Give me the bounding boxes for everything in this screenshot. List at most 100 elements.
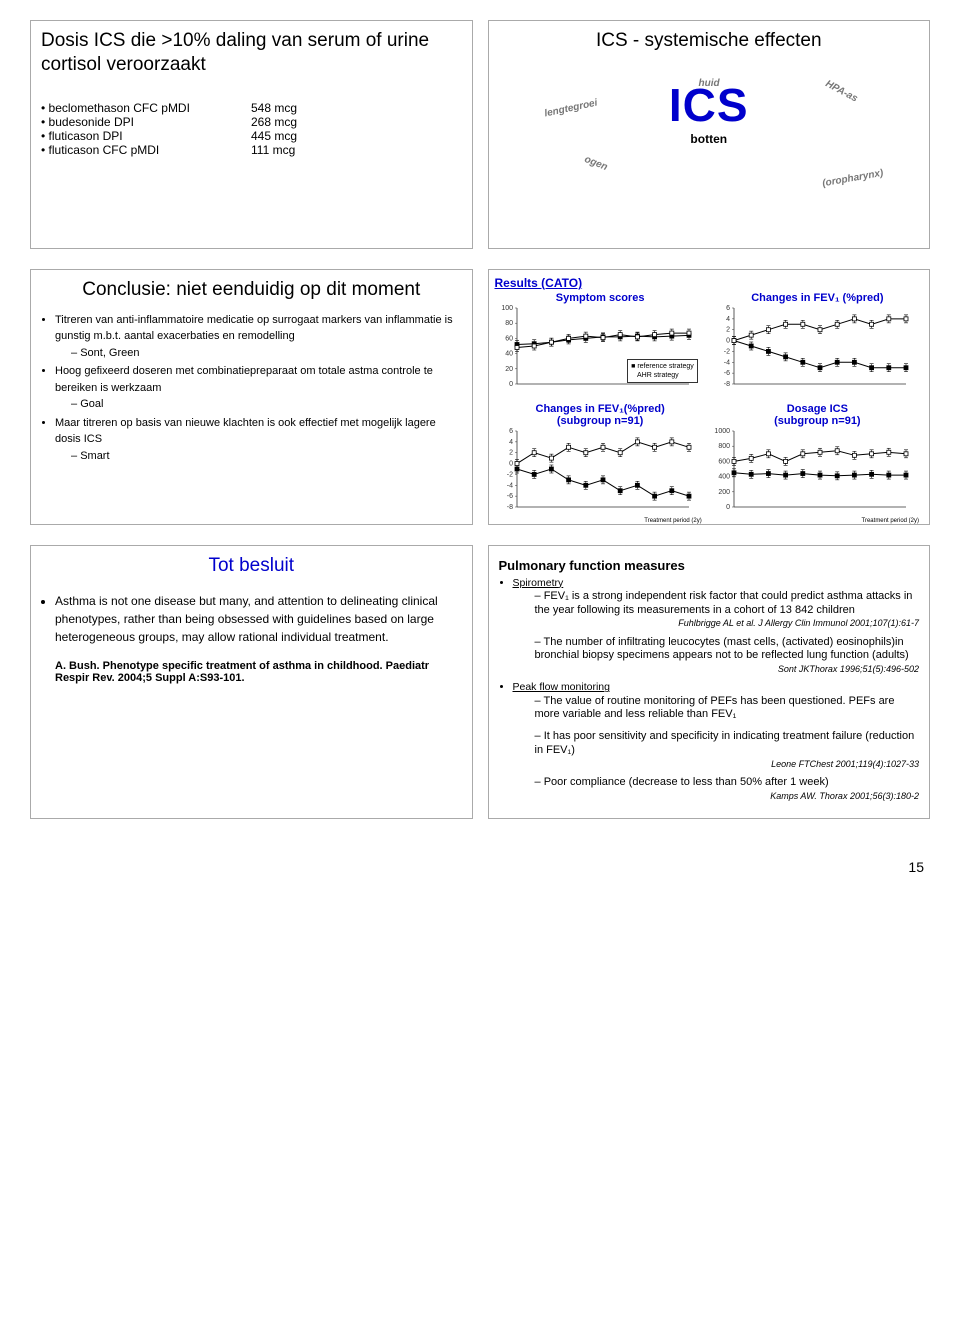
s3-b2-t: Maar titreren op basis van nieuwe klacht… [55,417,436,446]
chart3-title: Changes in FEV₁(%pred) (subgroup n=91) [495,403,706,427]
chart4-xlabel: Treatment period (2y) [862,518,919,524]
slide5-title: Tot besluit [41,554,462,578]
spiro-head: Spirometry FEV₁ is a strong independent … [513,577,920,676]
svg-text:80: 80 [505,320,513,327]
spiro-0: FEV₁ is a strong independent risk factor… [535,590,920,630]
svg-text:1000: 1000 [714,428,730,435]
svg-text:-6: -6 [506,493,512,500]
row2-v: 445 mcg [251,129,297,143]
svg-text:0: 0 [509,381,513,388]
ics-diagram: lengtegroei huid HPA-as ogen (oropharynx… [499,78,920,238]
svg-text:40: 40 [505,350,513,357]
legend-ahr: AHR strategy [637,372,679,379]
s3-b0-t: Titreren van anti-inflammatoire medicati… [55,314,453,343]
slide5-ref: A. Bush. Phenotype specific treatment of… [55,660,462,684]
botten-label: botten [499,132,920,146]
s3-b1-t: Hoog gefixeerd doseren met combinatiepre… [55,365,433,394]
chart3-xlabel: Treatment period (2y) [644,518,701,524]
slide2-title: ICS - systemische effecten [499,29,920,53]
slide-tot-besluit: Tot besluit Asthma is not one disease bu… [30,545,473,819]
svg-text:-2: -2 [506,471,512,478]
slide-ics-effecten: ICS - systemische effecten lengtegroei h… [488,20,931,249]
spiro-label: Spirometry [513,577,564,589]
peak-1-t: It has poor sensitivity and specificity … [535,730,915,756]
spiro-1: The number of infiltrating leucocytes (m… [535,636,920,676]
slide1-table: • beclomethason CFC pMDI548 mcg • budeso… [41,101,462,157]
svg-text:6: 6 [509,428,513,435]
slide-pulmonary: Pulmonary function measures Spirometry F… [488,545,931,819]
svg-text:-6: -6 [724,370,730,377]
slide-results-cato: Results (CATO) Symptom scores 0204060801… [488,269,931,525]
peak-1-r: Leone FTChest 2001;119(4):1027-33 [535,759,920,770]
row1-v: 268 mcg [251,115,297,129]
svg-text:2: 2 [509,449,513,456]
row0-k: beclomethason CFC pMDI [49,101,190,115]
legend-ref: reference strategy [637,363,693,370]
cato-header: Results (CATO) [495,276,924,290]
svg-text:20: 20 [505,366,513,373]
chart4-wrap: Dosage ICS (subgroup n=91) 0 200 400 600 800… [712,403,923,522]
chart1-legend: ■ reference strategy AHR strategy [627,359,698,383]
svg-text:800: 800 [718,443,730,450]
row0-v: 548 mcg [251,101,297,115]
peak-0-t: The value of routine monitoring of PEFs … [535,695,895,721]
chart2-title: Changes in FEV₁ (%pred) [712,292,923,304]
chart3-wrap: Changes in FEV₁(%pred) (subgroup n=91) -… [495,403,706,522]
peak-2: Poor compliance (decrease to less than 5… [535,776,920,802]
svg-text:100: 100 [501,305,513,312]
svg-text:-8: -8 [506,504,512,511]
slide5-body: Asthma is not one disease but many, and … [55,592,462,646]
svg-text:4: 4 [509,439,513,446]
chart2: -8 -6 -4 -2 0 2 4 6 [712,304,923,399]
svg-text:0: 0 [509,460,513,467]
peak-2-r: Kamps AW. Thorax 2001;56(3):180-2 [535,791,920,802]
s3-b0: Titreren van anti-inflammatoire medicati… [55,312,462,362]
s3-b1: Hoog gefixeerd doseren met combinatiepre… [55,363,462,413]
peak-2-t: Poor compliance (decrease to less than 5… [544,776,829,788]
svg-text:6: 6 [726,305,730,312]
svg-text:60: 60 [505,335,513,342]
chart1-wrap: Symptom scores 0 20 40 60 80 100 ■ reference … [495,292,706,399]
svg-text:-2: -2 [724,348,730,355]
row3-v: 111 mcg [251,143,295,157]
slide-conclusie: Conclusie: niet eenduidig op dit moment … [30,269,473,525]
lbl-huid: huid [699,78,720,89]
row2-k: fluticason DPI [49,129,123,143]
spiro-1-r: Sont JKThorax 1996;51(5):496-502 [535,664,920,675]
slide-dosis-ics: Dosis ICS die >10% daling van serum of u… [30,20,473,249]
row1-k: budesonide DPI [49,115,134,129]
chart1-title: Symptom scores [495,292,706,304]
chart3: -8 -6 -4 -2 0 2 4 6 Treatment period (2y) [495,427,706,522]
lbl-oro: (oropharynx) [822,167,885,189]
svg-text:0: 0 [726,337,730,344]
chart4: 0 200 400 600 800 1000 Treatment period (2y) [712,427,923,522]
s3-b2: Maar titreren op basis van nieuwe klacht… [55,415,462,465]
slide1-title: Dosis ICS die >10% daling van serum of u… [41,29,462,77]
svg-text:4: 4 [726,316,730,323]
peak-label: Peak flow monitoring [513,681,610,693]
spiro-1-t: The number of infiltrating leucocytes (m… [535,636,909,662]
peak-head: Peak flow monitoring The value of routin… [513,681,920,801]
page-number: 15 [30,859,930,875]
svg-text:-4: -4 [506,482,512,489]
peak-0: The value of routine monitoring of PEFs … [535,695,920,723]
lbl-ogen: ogen [582,154,608,173]
s3-b1-s0: Goal [71,396,462,413]
svg-text:-4: -4 [724,359,730,366]
slide3-title: Conclusie: niet eenduidig op dit moment [41,278,462,302]
svg-text:600: 600 [718,458,730,465]
svg-text:400: 400 [718,473,730,480]
cato-charts: Symptom scores 020406080100 ■ reference … [495,292,924,522]
svg-text:200: 200 [718,489,730,496]
slide-grid: Dosis ICS die >10% daling van serum of u… [30,20,930,819]
chart2-wrap: Changes in FEV₁ (%pred) -8 -6 -4 -2 0 2 4 6 [712,292,923,399]
chart1: 0 20 40 60 80 100 ■ reference strategy AHR st… [495,304,706,399]
svg-text:0: 0 [726,504,730,511]
row3-k: fluticason CFC pMDI [49,143,160,157]
s3-b2-s0: Smart [71,448,462,465]
svg-text:2: 2 [726,326,730,333]
spiro-0-r: Fuhlbrigge AL et al. J Allergy Clin Immu… [535,618,920,629]
svg-text:-8: -8 [724,381,730,388]
chart4-title: Dosage ICS (subgroup n=91) [712,403,923,427]
s3-b0-s0: Sont, Green [71,345,462,362]
